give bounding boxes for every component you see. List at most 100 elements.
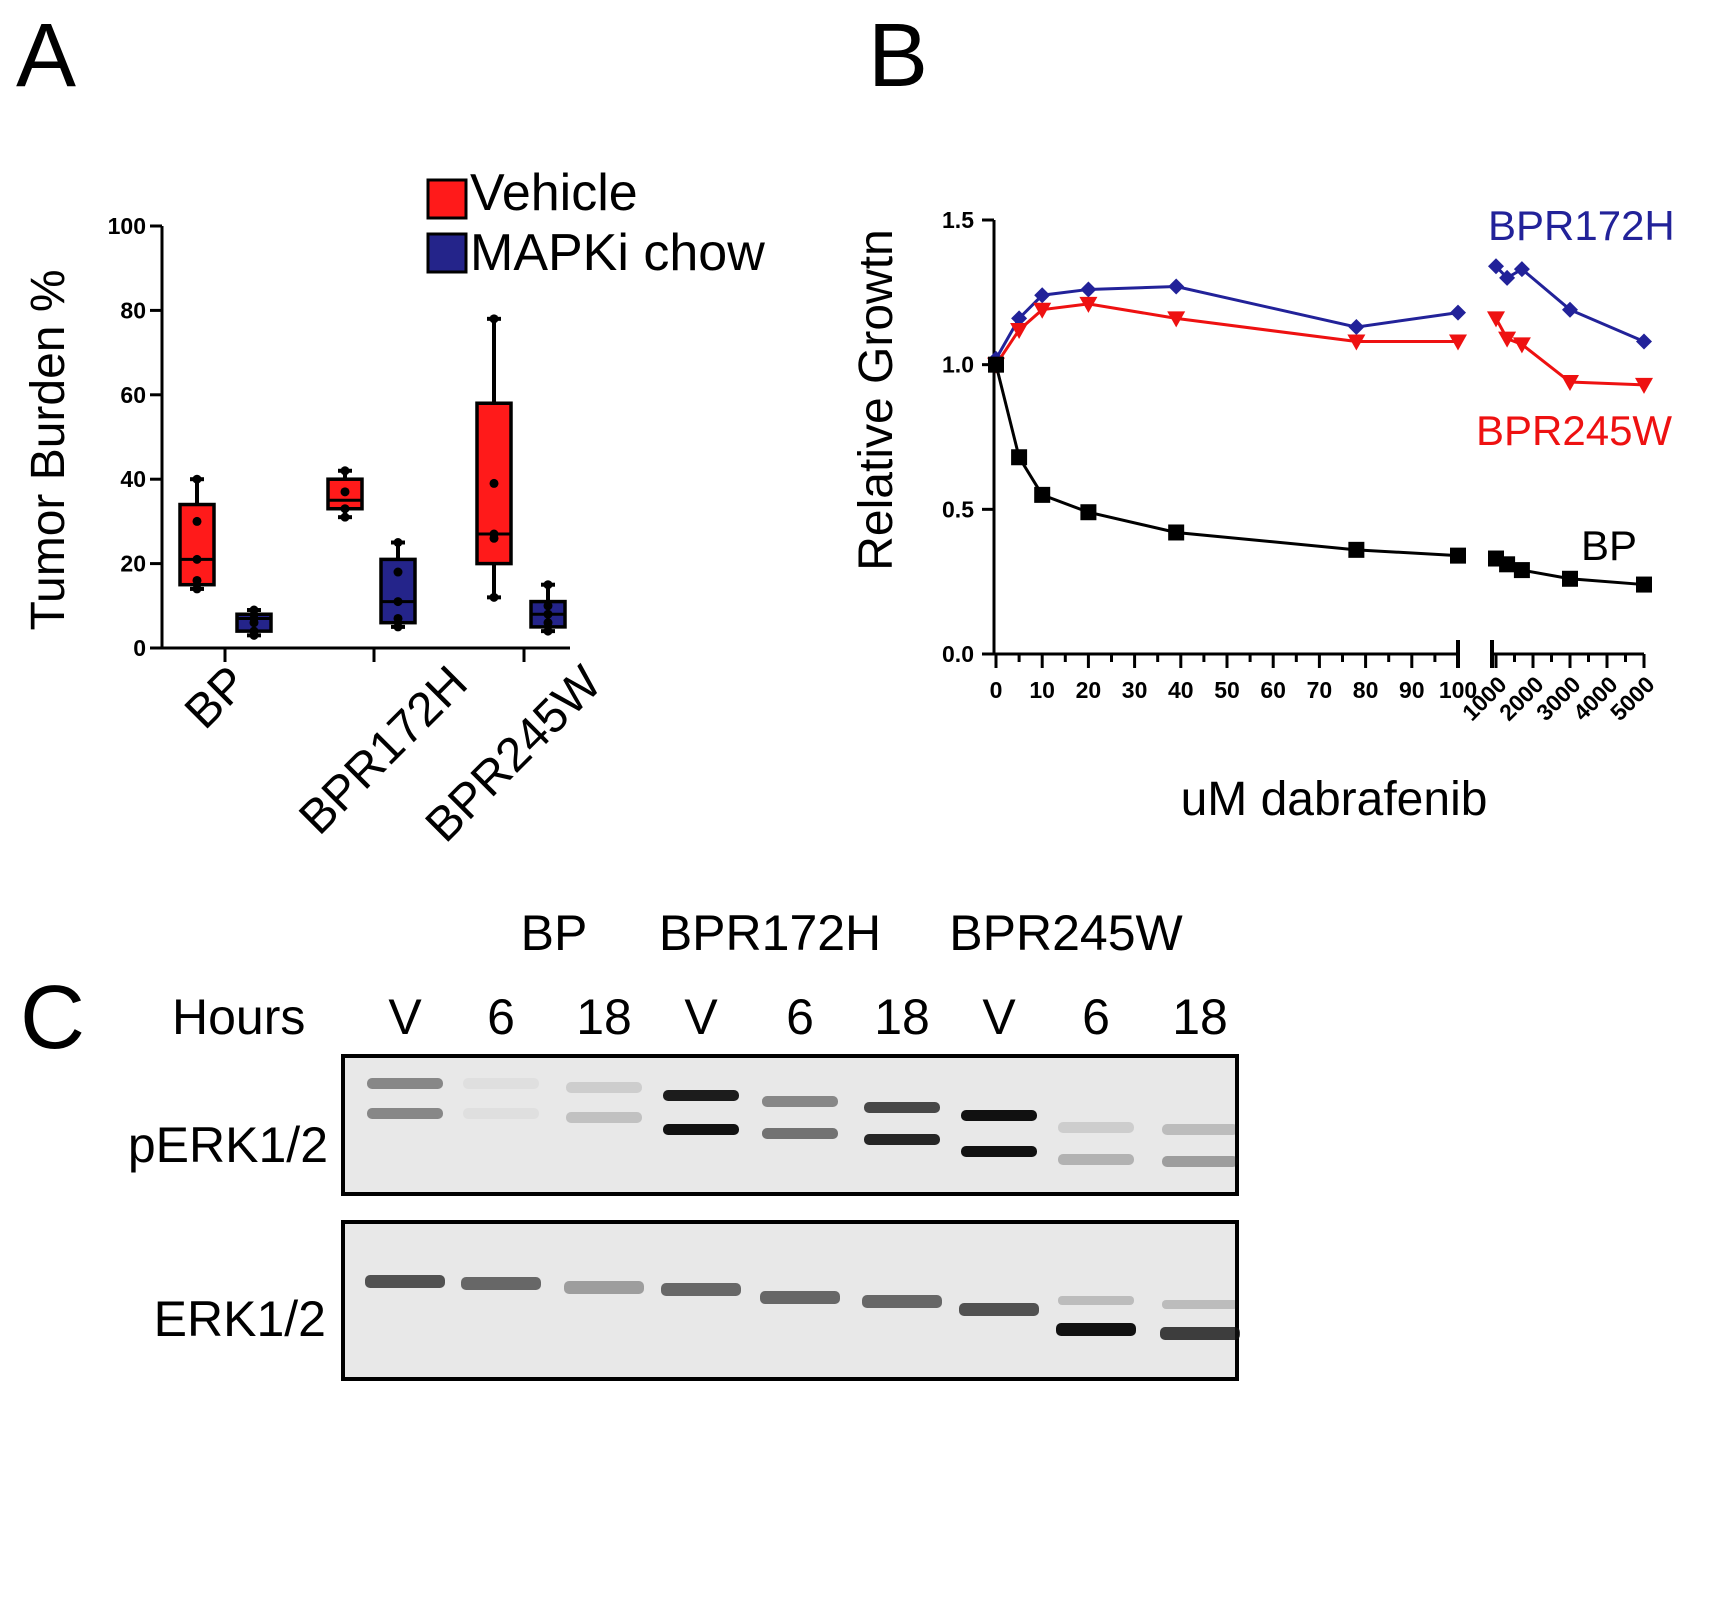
marker-triangle <box>1487 311 1505 328</box>
blot-row-label-perk: pERK1/2 <box>128 1117 328 1173</box>
y-tick-label: 40 <box>120 466 146 492</box>
x-category-label: BP <box>175 656 258 739</box>
blot-band-erk <box>1160 1327 1240 1340</box>
marker-triangle <box>1079 296 1098 313</box>
blot-lane-labels: V 6 18 V 6 18 V 6 18 <box>388 989 1227 1045</box>
series-bp <box>988 356 1652 593</box>
marker-diamond <box>1513 261 1530 278</box>
blot-band-perk <box>762 1096 838 1107</box>
marker-triangle <box>1010 322 1029 339</box>
marker-diamond <box>1034 287 1051 304</box>
data-point <box>340 504 350 514</box>
blot-band-erk <box>1162 1300 1238 1309</box>
data-point <box>543 580 553 590</box>
marker-diamond <box>1080 281 1097 298</box>
legend-label-vehicle: Vehicle <box>470 164 638 222</box>
marker-square <box>1168 524 1185 541</box>
blot-hours-label: Hours <box>172 989 305 1045</box>
panel-c-western-blot: BP BPR172H BPR245W Hours V 6 18 V 6 18 V 6 18 pE… <box>128 905 1240 1381</box>
data-point <box>249 605 259 615</box>
series-bpr245w <box>987 296 1653 394</box>
legend-swatch-mapki <box>426 232 468 274</box>
blot-band-perk <box>961 1110 1037 1121</box>
data-point <box>192 554 202 564</box>
blot-band-erk <box>1058 1296 1134 1305</box>
x-tick-label: 10 <box>1029 677 1055 703</box>
x-tick-label: 100 <box>1439 677 1477 703</box>
x-tick-label: 30 <box>1122 677 1148 703</box>
data-point <box>393 622 403 632</box>
data-point <box>340 466 350 476</box>
y-tick-label: 1.0 <box>942 352 974 378</box>
marker-square <box>1011 449 1028 466</box>
panel-c-letter: C <box>20 968 85 1068</box>
marker-square <box>1034 486 1051 503</box>
blot-membrane-perk <box>341 1054 1239 1196</box>
blot-group-bpr245w: BPR245W <box>949 905 1183 961</box>
panel-b-x-axis-title: uM dabrafenib <box>1181 773 1488 826</box>
series-label-bpr245w: BPR245W <box>1476 407 1672 454</box>
marker-triangle <box>1498 331 1517 348</box>
marker-diamond <box>1168 278 1185 295</box>
x-tick-label: 50 <box>1214 677 1240 703</box>
blot-band-erk <box>564 1281 644 1294</box>
blot-membranes <box>341 1054 1240 1381</box>
data-point <box>489 478 499 488</box>
box-group <box>235 605 273 640</box>
blot-band-perk <box>463 1078 539 1089</box>
blot-band-perk <box>864 1102 940 1113</box>
marker-square <box>1080 504 1097 521</box>
series-bpr172h <box>988 258 1652 367</box>
panel-a-letter: A <box>16 6 76 106</box>
marker-square <box>988 356 1004 373</box>
y-tick-label: 0 <box>133 635 146 661</box>
data-point <box>393 613 403 623</box>
blot-lane-label: 6 <box>1082 989 1110 1045</box>
x-tick-label: 70 <box>1307 677 1333 703</box>
series-line <box>1494 317 1645 387</box>
blot-lane-label: V <box>388 989 422 1045</box>
blot-band-perk <box>367 1108 443 1119</box>
data-point <box>489 592 499 602</box>
y-tick-label: 100 <box>108 213 146 239</box>
blot-lane-label: 18 <box>576 989 632 1045</box>
panel-b-y-axis-title: Relative Growtn <box>850 229 903 570</box>
series-label-bpr172h: BPR172H <box>1488 202 1675 249</box>
marker-square <box>1348 541 1365 558</box>
data-point <box>543 618 553 628</box>
marker-square <box>1499 556 1516 573</box>
data-point <box>192 575 202 585</box>
x-tick-label: 80 <box>1353 677 1379 703</box>
blot-lane-label: 6 <box>487 989 515 1045</box>
legend-swatch-vehicle <box>426 178 468 220</box>
blot-band-perk <box>762 1128 838 1139</box>
panel-a-y-axis: 0 20 40 60 80 100 <box>108 213 164 661</box>
marker-diamond <box>1450 304 1466 321</box>
blot-band-perk <box>1058 1122 1134 1133</box>
series-label-bp: BP <box>1581 522 1637 569</box>
marker-triangle <box>1561 375 1579 392</box>
series-line <box>994 364 1459 558</box>
x-tick-label: 60 <box>1260 677 1286 703</box>
panel-b-x-axis: 0 10 20 30 40 50 60 70 80 90 100100020003000400050… <box>990 640 1660 726</box>
data-point <box>489 314 499 324</box>
blot-band-erk <box>760 1291 840 1304</box>
marker-triangle <box>1033 302 1052 319</box>
data-point <box>249 613 259 623</box>
series-line <box>994 285 1459 360</box>
blot-lane-label: 18 <box>874 989 930 1045</box>
blot-band-erk <box>1056 1323 1136 1336</box>
panel-a-boxes <box>178 314 567 640</box>
x-tick-label: 0 <box>990 677 1003 703</box>
blot-group-bpr172h: BPR172H <box>659 905 881 961</box>
blot-row-label-erk: ERK1/2 <box>154 1291 326 1347</box>
data-point <box>340 487 350 497</box>
marker-triangle <box>1512 337 1531 354</box>
data-point <box>543 609 553 619</box>
marker-diamond <box>1488 258 1504 275</box>
y-tick-label: 1.5 <box>942 207 974 233</box>
y-tick-label: 0.0 <box>942 641 974 667</box>
box-group <box>379 538 417 632</box>
marker-diamond <box>1499 269 1516 286</box>
